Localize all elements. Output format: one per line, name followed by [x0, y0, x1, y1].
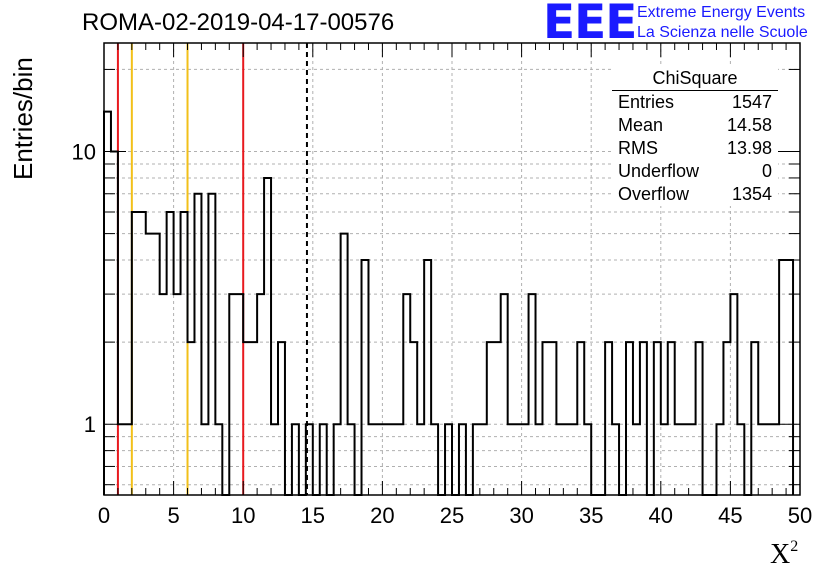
- x-tick-label: 0: [98, 503, 110, 528]
- stats-row: Underflow 0: [612, 160, 778, 183]
- stats-title: ChiSquare: [612, 66, 778, 91]
- logo-line-2: La Scienza nelle Scuole: [637, 24, 808, 41]
- stats-box: ChiSquare Entries 1547 Mean 14.58 RMS 13.98…: [612, 66, 778, 206]
- x-tick-label: 35: [579, 503, 603, 528]
- stats-value: 1547: [731, 92, 772, 112]
- stats-value: 13.98: [726, 138, 772, 158]
- x-axis-label: X2: [770, 538, 798, 571]
- x-tick-label: 30: [509, 503, 533, 528]
- x-tick-label: 5: [167, 503, 179, 528]
- eee-logo: EEE: [543, 0, 637, 50]
- stats-label: Mean: [618, 115, 664, 135]
- stats-label: Overflow: [618, 184, 690, 204]
- x-tick-label: 10: [231, 503, 255, 528]
- stats-row: Overflow 1354: [612, 183, 778, 206]
- x-tick-label: 40: [649, 503, 673, 528]
- x-axis-label-base: X: [770, 539, 791, 570]
- stats-value: 14.58: [726, 115, 772, 135]
- chart-title: ROMA-02-2019-04-17-00576: [82, 9, 395, 36]
- y-axis-label: Entries/bin: [8, 57, 38, 180]
- x-tick-label: 45: [718, 503, 742, 528]
- y-tick-label: 10: [72, 140, 96, 165]
- y-tick-label: 1: [84, 412, 96, 437]
- stats-row: Entries 1547: [612, 91, 778, 114]
- x-tick-label: 50: [788, 503, 812, 528]
- stats-row: RMS 13.98: [612, 137, 778, 160]
- stats-row: Mean 14.58: [612, 114, 778, 137]
- x-tick-label: 20: [370, 503, 394, 528]
- logo-line-1: Extreme Energy Events: [637, 4, 806, 21]
- x-tick-label: 25: [440, 503, 464, 528]
- stats-value: 1354: [731, 184, 772, 204]
- stats-label: Entries: [618, 92, 675, 112]
- x-tick-label: 15: [301, 503, 325, 528]
- x-axis-label-sup: 2: [790, 538, 799, 555]
- stats-value: 0: [761, 161, 772, 181]
- stats-label: Underflow: [618, 161, 700, 181]
- stats-label: RMS: [618, 138, 658, 158]
